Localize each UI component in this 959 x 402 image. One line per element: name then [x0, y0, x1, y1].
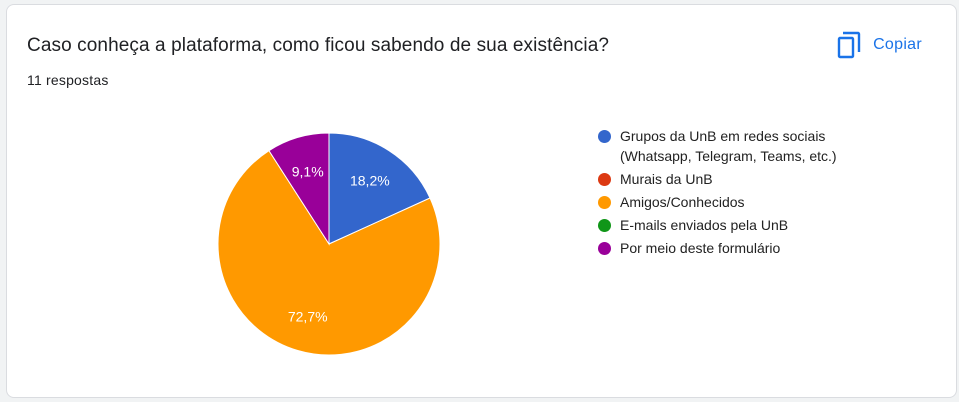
- chart-legend: Grupos da UnB em redes sociais (Whatsapp…: [598, 126, 880, 261]
- pie-slice[interactable]: [217, 149, 441, 356]
- legend-swatch: [598, 196, 611, 209]
- pie-slice[interactable]: [268, 132, 330, 246]
- legend-swatch: [598, 173, 611, 186]
- pie-slice[interactable]: [328, 132, 431, 245]
- response-count: 11 respostas: [27, 72, 109, 88]
- legend-swatch: [598, 242, 611, 255]
- legend-label: Grupos da UnB em redes sociais (Whatsapp…: [620, 128, 837, 164]
- legend-label: Murais da UnB: [620, 171, 713, 187]
- legend-label: Amigos/Conhecidos: [620, 194, 745, 210]
- legend-item[interactable]: Grupos da UnB em redes sociais (Whatsapp…: [598, 126, 880, 166]
- slice-label: 72,7%: [288, 308, 328, 324]
- copy-label: Copiar: [873, 36, 922, 53]
- legend-item[interactable]: Por meio deste formulário: [598, 238, 880, 258]
- slice-label: 18,2%: [350, 173, 390, 189]
- legend-item[interactable]: Murais da UnB: [598, 169, 880, 189]
- copy-button[interactable]: Copiar: [837, 29, 922, 61]
- legend-label: Por meio deste formulário: [620, 240, 781, 256]
- chart-card: Caso conheça a plataforma, como ficou sa…: [6, 4, 957, 398]
- legend-item[interactable]: Amigos/Conhecidos: [598, 192, 880, 212]
- legend-item[interactable]: E-mails enviados pela UnB: [598, 215, 880, 235]
- slice-label: 9,1%: [292, 164, 324, 180]
- question-title: Caso conheça a plataforma, como ficou sa…: [27, 35, 610, 56]
- legend-swatch: [598, 219, 611, 232]
- legend-swatch: [598, 130, 611, 143]
- legend-label: E-mails enviados pela UnB: [620, 217, 789, 233]
- copy-icon: [837, 31, 861, 59]
